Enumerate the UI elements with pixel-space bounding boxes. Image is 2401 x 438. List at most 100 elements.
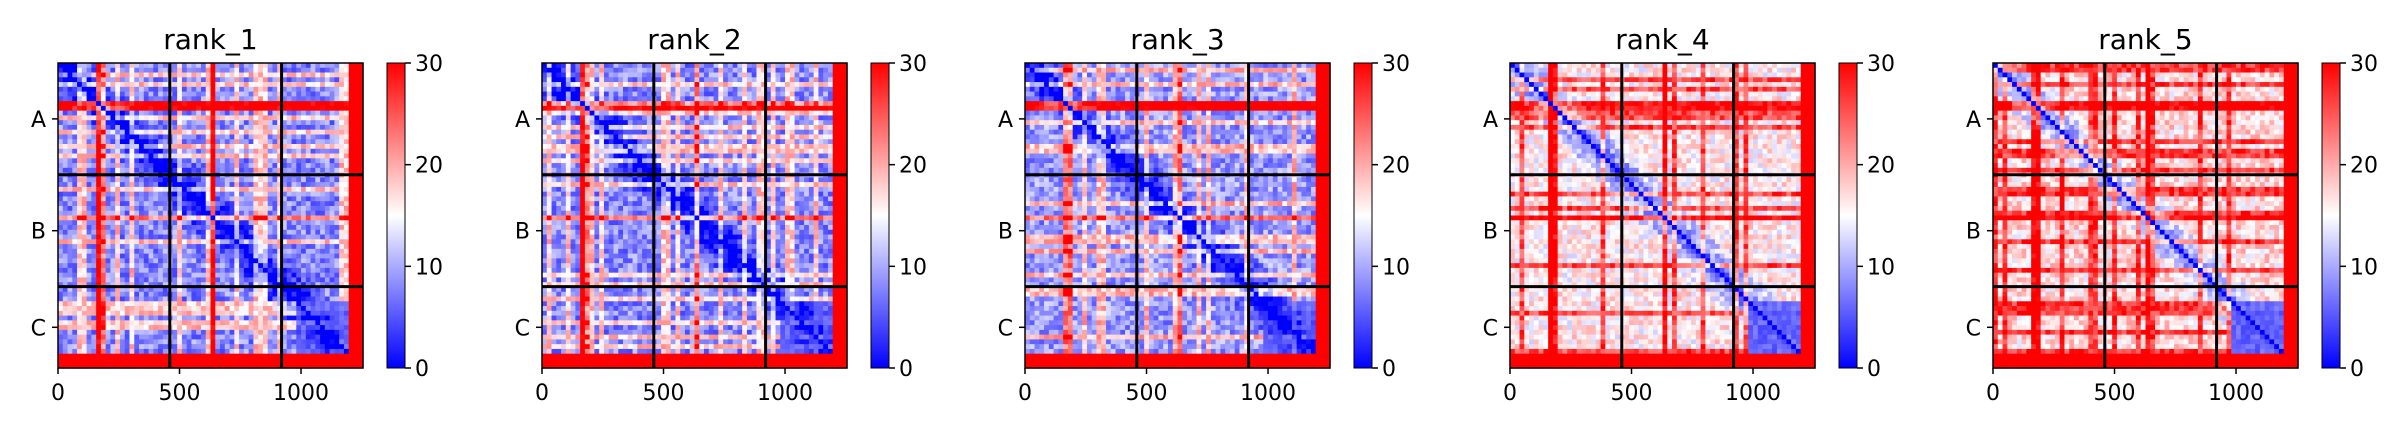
heatmap-cell bbox=[67, 329, 73, 336]
heatmap-cell bbox=[253, 158, 259, 164]
heatmap-cell bbox=[358, 267, 364, 274]
heatmap-cell bbox=[646, 124, 653, 131]
heatmap-cell bbox=[343, 244, 350, 250]
heatmap-cell bbox=[301, 239, 307, 245]
heatmap-cell bbox=[229, 139, 235, 145]
heatmap-cell bbox=[234, 234, 240, 240]
heatmap-cell bbox=[105, 358, 112, 364]
heatmap-cell bbox=[570, 124, 576, 131]
heatmap-cell bbox=[680, 82, 686, 88]
heatmap-cell bbox=[827, 77, 834, 83]
heatmap-cell bbox=[86, 315, 92, 321]
heatmap-cell bbox=[181, 177, 188, 183]
heatmap-cell bbox=[827, 105, 834, 112]
heatmap-cell bbox=[67, 234, 73, 240]
heatmap-cell bbox=[62, 315, 69, 321]
heatmap-cell bbox=[627, 67, 634, 74]
heatmap-cell bbox=[780, 105, 786, 112]
heatmap-cell bbox=[296, 101, 302, 107]
heatmap-cell bbox=[296, 258, 302, 264]
heatmap-cell bbox=[732, 82, 738, 88]
heatmap-cell bbox=[181, 325, 188, 331]
heatmap-cell bbox=[200, 129, 207, 136]
heatmap-cell bbox=[134, 220, 140, 226]
heatmap-cell bbox=[837, 105, 843, 112]
heatmap-cell bbox=[158, 301, 164, 307]
heatmap-cell bbox=[267, 191, 274, 198]
heatmap-cell bbox=[661, 105, 667, 112]
heatmap-cell bbox=[119, 72, 126, 78]
heatmap-cell bbox=[329, 148, 336, 155]
heatmap-cell bbox=[134, 306, 140, 312]
heatmap-cell bbox=[301, 310, 307, 317]
heatmap-cell bbox=[72, 301, 78, 307]
heatmap-cell bbox=[105, 239, 112, 245]
heatmap-cell bbox=[158, 306, 164, 312]
heatmap-cell bbox=[551, 124, 557, 131]
heatmap-cell bbox=[348, 253, 355, 259]
heatmap-cell bbox=[661, 82, 667, 88]
heatmap-cell bbox=[143, 124, 150, 131]
heatmap-cell bbox=[143, 315, 150, 321]
heatmap-cell bbox=[627, 86, 634, 93]
heatmap-cell bbox=[86, 258, 92, 264]
heatmap-cell bbox=[86, 215, 92, 221]
heatmap-cell bbox=[119, 82, 126, 88]
heatmap-cell bbox=[62, 158, 69, 164]
heatmap-cell bbox=[162, 348, 169, 355]
heatmap-cell bbox=[339, 129, 345, 136]
heatmap-cell bbox=[808, 63, 815, 69]
heatmap-cell bbox=[818, 91, 824, 97]
heatmap-cell bbox=[119, 267, 126, 274]
heatmap-cell bbox=[267, 72, 274, 78]
heatmap-cell bbox=[81, 110, 88, 117]
heatmap-cell bbox=[210, 186, 216, 193]
y-tick-label: A bbox=[31, 108, 46, 133]
heatmap-cell bbox=[177, 272, 183, 279]
heatmap-cell bbox=[277, 144, 283, 150]
heatmap-cell bbox=[675, 115, 681, 121]
heatmap-cell bbox=[86, 296, 92, 302]
heatmap-cell bbox=[243, 153, 250, 159]
heatmap-cell bbox=[115, 339, 121, 345]
heatmap-cell bbox=[172, 191, 178, 198]
heatmap-cell bbox=[699, 96, 705, 102]
heatmap-cell bbox=[129, 220, 135, 226]
heatmap-cell bbox=[229, 186, 235, 193]
heatmap-cell bbox=[67, 244, 73, 250]
heatmap-cell bbox=[329, 329, 336, 336]
heatmap-cell bbox=[86, 267, 92, 274]
heatmap-cell bbox=[72, 177, 78, 183]
heatmap-cell bbox=[320, 210, 326, 217]
heatmap-cell bbox=[67, 144, 73, 150]
heatmap-cell bbox=[594, 110, 600, 117]
heatmap-cell bbox=[301, 334, 307, 341]
heatmap-cell bbox=[584, 124, 591, 131]
heatmap-cell bbox=[77, 277, 83, 283]
heatmap-cell bbox=[277, 191, 283, 198]
heatmap-cell bbox=[148, 263, 154, 269]
heatmap-cell bbox=[58, 129, 64, 136]
heatmap-cell bbox=[689, 77, 696, 83]
heatmap-cell bbox=[200, 115, 207, 121]
heatmap-cell bbox=[172, 225, 178, 231]
heatmap-cell bbox=[358, 129, 364, 136]
heatmap-cell bbox=[542, 67, 548, 74]
heatmap-cell bbox=[200, 167, 207, 174]
heatmap-cell bbox=[96, 86, 102, 93]
heatmap-cell bbox=[239, 320, 245, 326]
heatmap-cell bbox=[115, 110, 121, 117]
heatmap-cell bbox=[124, 329, 131, 336]
heatmap-cell bbox=[665, 120, 672, 126]
heatmap-cell bbox=[129, 306, 135, 312]
heatmap-cell bbox=[339, 282, 345, 288]
heatmap-cell bbox=[77, 129, 83, 136]
heatmap-cell bbox=[181, 167, 188, 174]
heatmap-cell bbox=[320, 244, 326, 250]
heatmap-cell bbox=[81, 153, 88, 159]
heatmap-cell bbox=[348, 272, 355, 279]
heatmap-cell bbox=[699, 120, 705, 126]
heatmap-cell bbox=[329, 225, 336, 231]
heatmap-cell bbox=[315, 258, 321, 264]
heatmap-cell bbox=[589, 86, 596, 93]
